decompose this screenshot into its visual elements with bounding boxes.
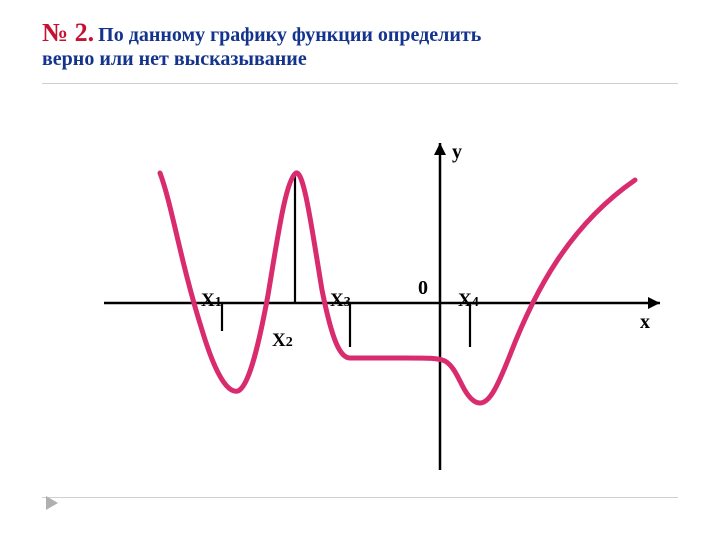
divider-top <box>42 83 678 84</box>
title-text-line2: верно или нет высказывание <box>42 48 307 70</box>
title-block: № 2. По данному графику функции определи… <box>0 0 720 81</box>
origin-label: 0 <box>418 277 428 300</box>
divider-bottom <box>42 497 678 498</box>
chart-svg <box>0 85 720 485</box>
tick-label-x2: X2 <box>272 330 293 352</box>
title-text-line1: По данному графику функции определить <box>98 24 481 46</box>
tick-label-x1: X1 <box>201 290 222 312</box>
tick-label-x3: X3 <box>330 290 351 312</box>
tick-label-x4: X4 <box>458 290 479 312</box>
y-axis-label: y <box>452 141 462 164</box>
x-axis-label: x <box>640 311 650 334</box>
title-number: № 2. <box>42 18 94 47</box>
slide-bullet-icon <box>46 496 58 510</box>
chart: 0 x y X1 X2 X3 X4 <box>0 85 720 485</box>
